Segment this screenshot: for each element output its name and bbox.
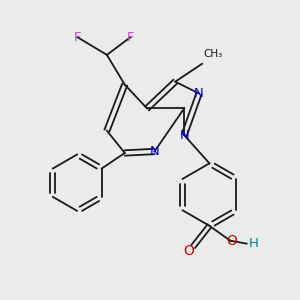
Text: H: H [249, 237, 259, 250]
Text: F: F [127, 31, 134, 44]
Text: N: N [150, 145, 159, 158]
Text: O: O [226, 234, 237, 248]
Text: CH₃: CH₃ [203, 49, 223, 59]
Text: F: F [74, 31, 81, 44]
Text: O: O [183, 244, 194, 258]
Text: N: N [179, 129, 189, 142]
Text: N: N [194, 87, 204, 100]
